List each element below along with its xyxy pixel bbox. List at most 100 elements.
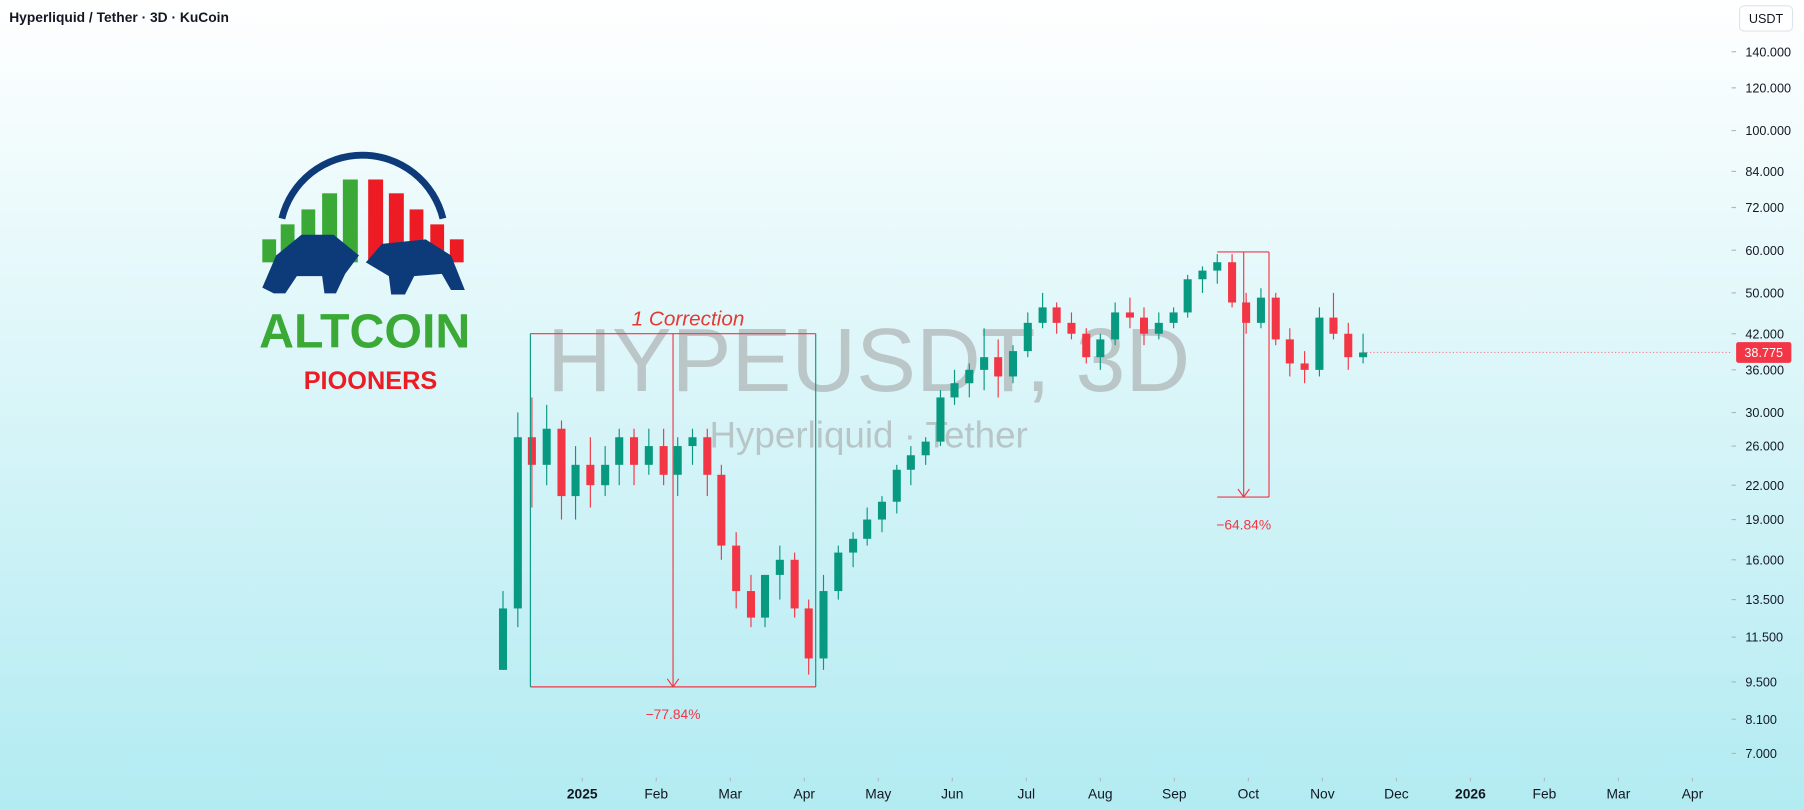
candle-body — [1008, 351, 1018, 377]
candle-body — [732, 545, 741, 592]
logo-bar — [262, 239, 277, 263]
candle-body — [994, 357, 1003, 377]
x-tick-label: Jul — [1017, 786, 1035, 801]
y-tick-label: 9.500 — [1745, 675, 1777, 689]
candle-body — [1038, 307, 1047, 323]
y-tick-label: 8.100 — [1745, 713, 1777, 727]
candle-body — [527, 437, 536, 465]
candle-body — [615, 437, 624, 465]
candle-body — [1213, 262, 1222, 271]
logo-bar — [368, 179, 384, 263]
x-tick-label: Mar — [1607, 786, 1631, 801]
logo-bull — [262, 234, 359, 294]
y-tick-label: 36.000 — [1745, 363, 1784, 377]
candle-body — [1271, 297, 1280, 340]
candle-body — [542, 428, 551, 465]
logo-bar — [449, 239, 464, 263]
x-tick-label: Mar — [718, 786, 742, 801]
candle-body — [1169, 312, 1178, 323]
y-tick-label: 13.500 — [1745, 593, 1784, 607]
y-tick-label: 42.000 — [1745, 327, 1784, 341]
candle-body — [659, 446, 668, 475]
candle-body — [746, 591, 755, 618]
candle-body — [586, 464, 595, 486]
y-tick-label: 50.000 — [1745, 287, 1784, 301]
candle-body — [601, 464, 610, 486]
y-tick-label: 19.000 — [1745, 513, 1784, 527]
candle-body — [965, 369, 974, 384]
symbol-title: Hyperliquid / Tether · 3D · KuCoin — [9, 10, 229, 25]
annotation: −64.84% — [1216, 517, 1271, 532]
candle-body — [790, 559, 799, 609]
y-tick-label: 60.000 — [1745, 244, 1784, 258]
x-tick-label: Nov — [1310, 786, 1335, 801]
last-price-badge — [1736, 342, 1792, 363]
measure-arrow — [1237, 488, 1250, 499]
candle-body — [1052, 307, 1061, 323]
watermark: HYPEUSDT, 3D — [547, 311, 1190, 411]
y-tick-label: 84.000 — [1745, 165, 1784, 179]
candle-body — [557, 428, 566, 497]
currency-label[interactable]: USDT — [1749, 12, 1784, 26]
logo-bear — [365, 239, 465, 295]
y-tick-label: 100.000 — [1745, 124, 1791, 138]
candle-body — [980, 357, 989, 370]
candle-body — [717, 474, 726, 546]
logo-name: ALTCOIN — [259, 304, 470, 358]
candle-body — [1082, 333, 1091, 358]
watermark-subtitle: Hyperliquid · Tether — [709, 415, 1027, 456]
plot-area: 140.000 120.000 100.000 84.000 72.000 60.000 5… — [498, 45, 1792, 801]
candle-body — [1198, 270, 1207, 280]
x-tick-label: Feb — [1533, 786, 1557, 801]
candle-body — [1067, 322, 1076, 334]
candle-body — [1228, 262, 1237, 303]
x-tick-label: Jun — [941, 786, 963, 801]
x-tick-label: Apr — [794, 786, 816, 801]
y-tick-label: 30.000 — [1745, 406, 1784, 420]
candle-body — [1344, 333, 1353, 358]
x-tick-label: Feb — [644, 786, 668, 801]
candle-body — [1359, 352, 1368, 358]
logo-subname: PIOONERS — [304, 367, 438, 395]
candle-body — [863, 519, 872, 539]
y-tick-label: 7.000 — [1745, 747, 1777, 761]
annotation: 1 Correction — [632, 308, 745, 331]
candle-body — [1300, 363, 1309, 370]
y-tick-label: 120.000 — [1745, 81, 1791, 95]
x-tick-label: 2025 — [567, 786, 598, 801]
x-tick-label: Apr — [1682, 786, 1704, 801]
measure-2 — [1217, 251, 1270, 499]
x-tick-label: Dec — [1384, 786, 1409, 801]
y-tick-label: 22.000 — [1745, 479, 1784, 493]
candle-body — [1183, 279, 1192, 313]
candle-body — [775, 559, 784, 575]
logo-arc — [278, 151, 447, 220]
currency-button[interactable] — [1738, 5, 1794, 32]
candle-body — [644, 446, 653, 465]
candle-body — [761, 574, 770, 618]
measure-1 — [529, 333, 817, 688]
candle-body — [1242, 302, 1251, 323]
y-tick-label: 140.000 — [1745, 45, 1791, 59]
candle-body — [703, 437, 712, 475]
candle-body — [688, 437, 697, 447]
candle-body — [804, 608, 813, 659]
x-tick-label: Aug — [1088, 786, 1113, 801]
measure-arrow — [666, 678, 680, 688]
candle-body — [1329, 317, 1338, 334]
logo-bar — [342, 179, 358, 263]
x-tick-label: Sep — [1162, 786, 1187, 801]
candle-body — [1111, 312, 1120, 340]
logo: ALTCOIN PIOONERS — [259, 151, 470, 395]
candle-body — [1139, 317, 1149, 334]
y-tick-label: 72.000 — [1745, 201, 1784, 215]
candle-body — [1096, 339, 1105, 358]
candle-body — [906, 455, 915, 470]
y-tick-label: 16.000 — [1745, 553, 1784, 567]
y-tick-label: 26.000 — [1745, 440, 1784, 454]
candle-body — [673, 446, 682, 475]
candle-body — [849, 538, 858, 553]
candle-body — [498, 608, 508, 670]
